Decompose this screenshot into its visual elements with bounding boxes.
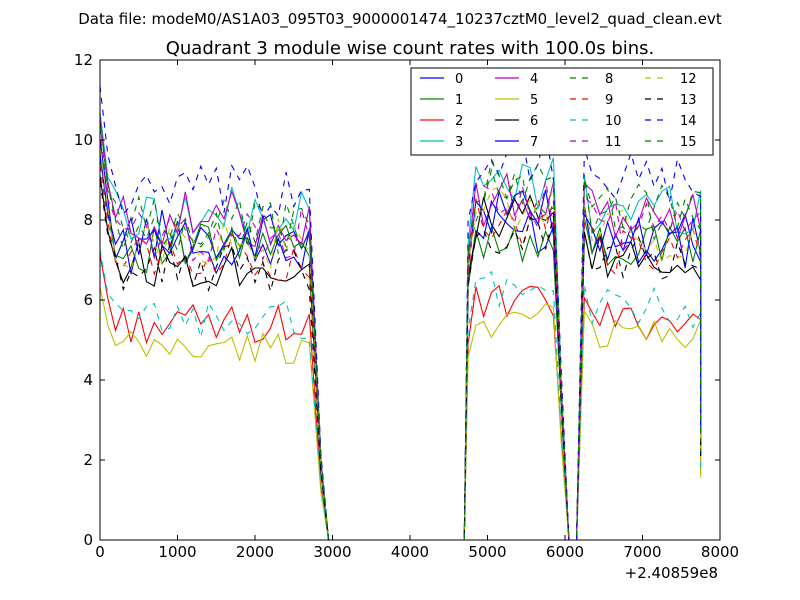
x-tick-label: 5000 — [468, 543, 506, 561]
x-tick-label: 3000 — [313, 543, 351, 561]
x-tick-label: 0 — [95, 543, 105, 561]
y-tick-label: 2 — [83, 451, 93, 469]
y-tick-label: 12 — [74, 51, 93, 69]
legend-label-7: 7 — [530, 135, 538, 150]
x-tick-label: 8000 — [701, 543, 739, 561]
chart-suptitle: Data file: modeM0/AS1A03_095T03_90000014… — [78, 10, 722, 29]
y-tick-label: 8 — [83, 211, 93, 229]
y-tick-label: 4 — [83, 371, 93, 389]
legend-label-5: 5 — [530, 93, 538, 108]
x-axis-offset-label: +2.40859e8 — [625, 564, 718, 582]
legend-label-8: 8 — [605, 72, 613, 87]
legend-label-14: 14 — [680, 114, 697, 129]
legend-label-10: 10 — [605, 114, 622, 129]
legend-label-3: 3 — [455, 135, 463, 150]
x-tick-label: 7000 — [623, 543, 661, 561]
legend-label-2: 2 — [455, 114, 463, 129]
legend-label-15: 15 — [680, 135, 697, 150]
series-line-14 — [100, 85, 702, 540]
y-tick-label: 0 — [83, 531, 93, 549]
series-line-12 — [100, 149, 702, 540]
x-tick-label: 6000 — [546, 543, 584, 561]
x-tick-label: 1000 — [158, 543, 196, 561]
x-tick-label: 2000 — [236, 543, 274, 561]
series-line-10 — [100, 249, 702, 540]
series-line-15 — [100, 128, 702, 540]
legend-label-13: 13 — [680, 93, 697, 108]
legend-label-4: 4 — [530, 72, 538, 87]
series-line-8 — [100, 122, 702, 540]
x-tick-label: 4000 — [391, 543, 429, 561]
series-layer — [100, 85, 702, 540]
legend-label-12: 12 — [680, 72, 697, 87]
chart-title: Quadrant 3 module wise count rates with … — [166, 38, 655, 59]
legend-label-1: 1 — [455, 93, 463, 108]
legend-label-11: 11 — [605, 135, 622, 150]
legend-label-0: 0 — [455, 72, 463, 87]
legend-label-6: 6 — [530, 114, 538, 129]
series-line-9 — [100, 165, 702, 540]
legend-label-9: 9 — [605, 93, 613, 108]
y-tick-label: 6 — [83, 291, 93, 309]
y-tick-label: 10 — [74, 131, 93, 149]
ticks-layer: 0 1000 2000 3000 4000 5000 6000 7000 80000246810… — [74, 51, 739, 561]
